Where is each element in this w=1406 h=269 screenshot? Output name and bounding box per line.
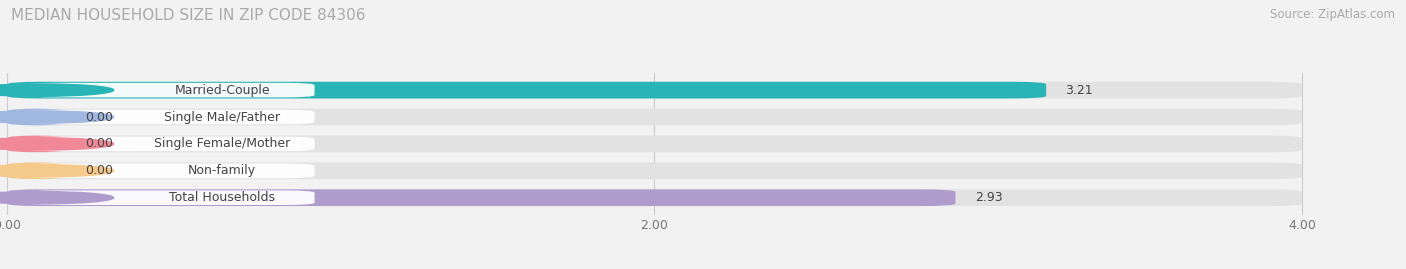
FancyBboxPatch shape: [7, 136, 65, 152]
FancyBboxPatch shape: [7, 109, 65, 125]
Text: Single Female/Mother: Single Female/Mother: [155, 137, 291, 150]
FancyBboxPatch shape: [27, 190, 315, 205]
FancyBboxPatch shape: [7, 189, 1302, 206]
Text: 0.00: 0.00: [84, 164, 112, 177]
FancyBboxPatch shape: [7, 82, 1046, 98]
Circle shape: [0, 165, 114, 177]
FancyBboxPatch shape: [7, 82, 1302, 98]
FancyBboxPatch shape: [7, 136, 1302, 152]
Text: Single Male/Father: Single Male/Father: [165, 111, 280, 123]
FancyBboxPatch shape: [7, 189, 956, 206]
Text: 3.21: 3.21: [1066, 84, 1094, 97]
Text: 0.00: 0.00: [84, 137, 112, 150]
FancyBboxPatch shape: [7, 109, 1302, 125]
Text: 2.93: 2.93: [974, 191, 1002, 204]
FancyBboxPatch shape: [27, 83, 315, 97]
FancyBboxPatch shape: [7, 162, 65, 179]
FancyBboxPatch shape: [7, 162, 1302, 179]
Text: 0.00: 0.00: [84, 111, 112, 123]
Text: Non-family: Non-family: [188, 164, 256, 177]
Circle shape: [0, 192, 114, 204]
Circle shape: [0, 111, 114, 123]
FancyBboxPatch shape: [27, 110, 315, 124]
Text: Married-Couple: Married-Couple: [174, 84, 270, 97]
Circle shape: [0, 138, 114, 150]
Text: MEDIAN HOUSEHOLD SIZE IN ZIP CODE 84306: MEDIAN HOUSEHOLD SIZE IN ZIP CODE 84306: [11, 8, 366, 23]
FancyBboxPatch shape: [27, 164, 315, 178]
Circle shape: [0, 84, 114, 96]
Text: Total Households: Total Households: [169, 191, 276, 204]
FancyBboxPatch shape: [27, 137, 315, 151]
Text: Source: ZipAtlas.com: Source: ZipAtlas.com: [1270, 8, 1395, 21]
